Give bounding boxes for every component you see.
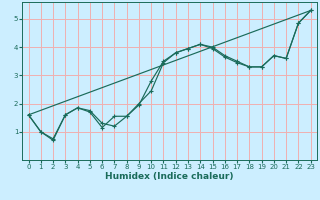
X-axis label: Humidex (Indice chaleur): Humidex (Indice chaleur) [105,172,234,181]
